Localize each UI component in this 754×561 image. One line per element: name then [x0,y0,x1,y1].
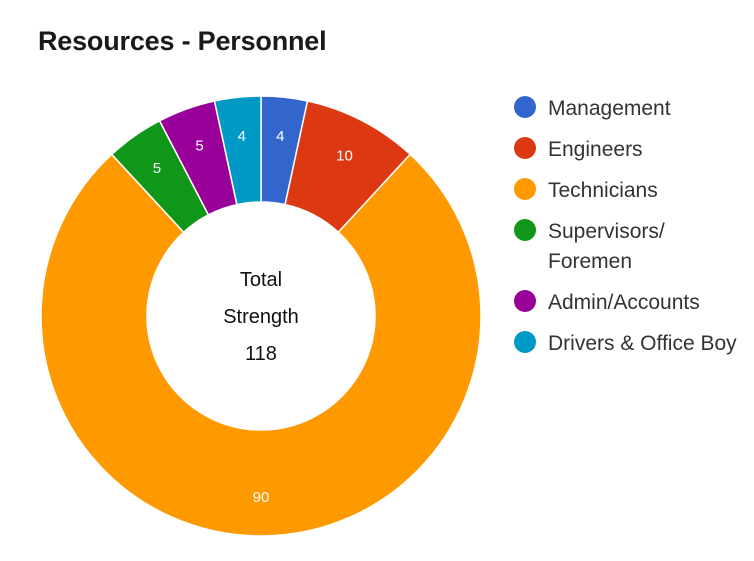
legend-item-engineers[interactable]: Engineers [514,135,749,165]
legend: Management Engineers Technicians Supervi… [514,94,749,370]
center-text-line-2: Strength [223,306,299,328]
center-text-line-3: 118 [245,343,277,365]
legend-label-admin-accounts: Admin/Accounts [548,291,700,314]
legend-swatch-technicians [514,178,536,200]
legend-label-engineers: Engineers [548,138,643,161]
legend-item-admin-accounts[interactable]: Admin/Accounts [514,288,749,318]
slice-label-supervisors-foremen: 5 [153,160,161,177]
slice-label-engineers: 10 [336,147,353,164]
legend-swatch-management [514,96,536,118]
slice-technicians[interactable] [40,153,482,537]
chart-title: Resources - Personnel [38,26,327,56]
legend-item-drivers-office-boy[interactable]: Drivers & Office Boy [514,329,749,359]
legend-swatch-supervisors [514,219,536,241]
slice-drivers-office-boy[interactable] [213,95,262,206]
legend-swatch-admin-accounts [514,290,536,312]
slice-label-management: 4 [276,128,284,145]
legend-label-management: Management [548,97,671,120]
slice-labels-layer: 4 10 90 5 5 4 [153,128,353,506]
slice-label-admin-accounts: 5 [195,138,203,155]
legend-swatch-drivers-office-boy [514,331,536,353]
slice-label-drivers-office-boy: 4 [238,128,246,145]
legend-item-management[interactable]: Management [514,94,749,124]
legend-swatch-engineers [514,137,536,159]
slices-layer [40,95,482,537]
legend-label-technicians: Technicians [548,179,658,202]
legend-item-supervisors[interactable]: Supervisors/ Foremen [514,217,749,277]
center-text-line-1: Total [240,269,282,291]
slice-label-technicians: 90 [253,489,270,506]
legend-item-technicians[interactable]: Technicians [514,176,749,206]
legend-label-supervisors: Supervisors/ Foremen [548,220,665,273]
legend-label-drivers-office-boy: Drivers & Office Boy [548,332,737,355]
